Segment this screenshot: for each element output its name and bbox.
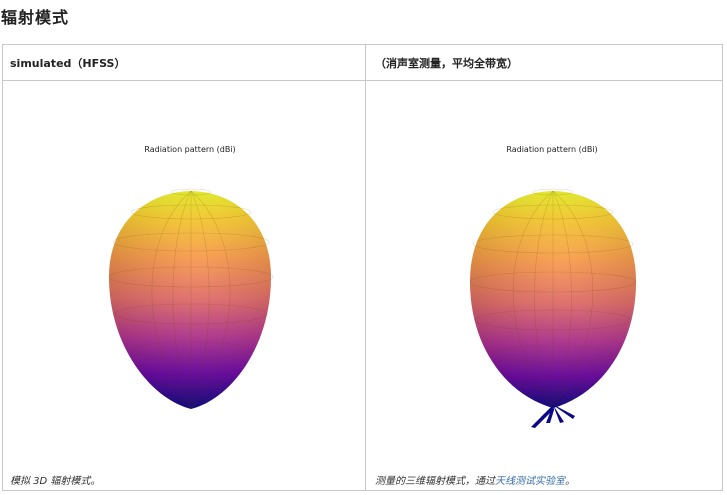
column-divider — [365, 45, 366, 490]
measured-back-lobe — [531, 405, 575, 428]
simulated-pattern-plot: Radiation pattern (dBi) — [3, 82, 363, 467]
page-title: 辐射模式 — [1, 8, 70, 27]
radiation-table: simulated（HFSS） （消声室测量，平均全带宽） — [2, 44, 723, 491]
measured-caption-text: 测量的三维辐射模式，通过 — [375, 476, 495, 487]
simulated-caption: 模拟 3D 辐射模式。 — [10, 476, 101, 487]
simulated-lobe — [108, 188, 274, 410]
simulated-column-header: simulated（HFSS） — [10, 57, 126, 70]
header-divider — [3, 80, 722, 81]
simulated-plot-title: Radiation pattern (dBi) — [144, 145, 235, 154]
measured-plot-title: Radiation pattern (dBi) — [506, 145, 597, 154]
measured-column-header: （消声室测量，平均全带宽） — [375, 57, 518, 70]
measured-pattern-plot: Radiation pattern (dBi) — [366, 82, 726, 467]
measured-caption-end: 。 — [565, 476, 575, 487]
measured-lobe — [469, 188, 637, 428]
measured-caption: 测量的三维辐射模式，通过天线测试实验室。 — [375, 472, 575, 487]
antenna-lab-link[interactable]: 天线测试实验室 — [495, 476, 565, 487]
